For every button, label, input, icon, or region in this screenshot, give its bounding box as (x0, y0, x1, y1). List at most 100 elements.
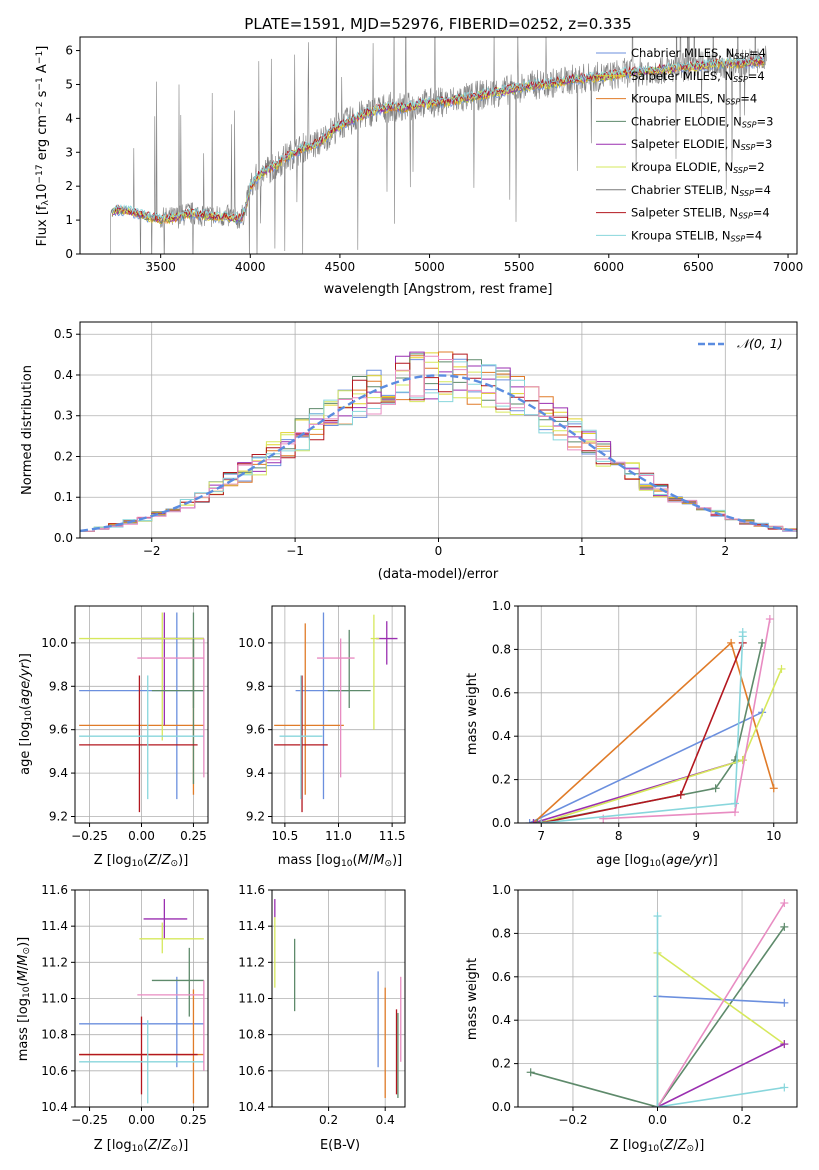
legend-label: 𝒩(0, 1) (737, 336, 783, 351)
x-tick-label: 6000 (594, 260, 625, 274)
label-part: =4 (753, 206, 770, 220)
label-part: age [log (596, 853, 649, 868)
y-tick-label: 0.3 (54, 409, 73, 423)
legend-label: Salpeter STELIB, NSSP=4 (631, 206, 770, 221)
y-axis-label: Normed distribution (20, 365, 35, 495)
label-part: Flux [f (35, 205, 50, 246)
x-tick-label: 0.4 (376, 1113, 395, 1127)
y-tick-label: 10.6 (238, 1064, 265, 1078)
label-part: SSP (739, 189, 754, 198)
panel-mass_weight_vs_Z: −0.2 0.0 0.2 0.0 0.2 0.4 0.6 0.8 1.0 mass weight Z… (465, 883, 798, 1154)
model-spectrum-kroupa-stelib (111, 55, 765, 221)
y-tick-label: 1.0 (492, 599, 511, 613)
y-tick-label: 4 (65, 111, 73, 125)
label-part: Z (663, 1138, 674, 1153)
label-part: Chabrier ELODIE, N (631, 114, 742, 128)
panel-mass_vs_Z: −0.25 0.00 0.25 10.4 10.6 10.8 11.0 11.2 11.4 11.… (16, 883, 209, 1154)
panel-mass_vs_EBV: 0.2 0.4 10.4 10.6 10.8 11.0 11.2 11.4 11.6 E(B-V) (238, 883, 406, 1153)
label-part: ( (18, 705, 33, 710)
axes-frame: 10.5 11.0 11.5 9.2 9.4 9.6 9.8 10.0 (238, 605, 406, 843)
y-tick-label: 9.4 (246, 766, 265, 780)
x-tick-label: 0.00 (128, 1113, 155, 1127)
x-tick-label: 0.2 (732, 1113, 751, 1127)
label-part: erg cm (35, 115, 50, 164)
plot-area (110, 37, 767, 254)
y-tick-label: 2 (65, 179, 73, 193)
y-tick-label: 11.0 (41, 992, 68, 1006)
label-part: Z [log (94, 1138, 132, 1153)
label-part: A (35, 64, 50, 77)
label-part: =4 (748, 69, 765, 83)
y-tick-label: 10.4 (41, 1100, 68, 1114)
y-axis-label: age [log10(age/yr)] (18, 653, 34, 775)
y-tick-label: 10.6 (41, 1064, 68, 1078)
x-tick-label: 11.5 (379, 829, 406, 843)
label-part: SSP (741, 143, 756, 152)
label-part: 10 (132, 859, 144, 869)
label-part: 10 (341, 859, 353, 869)
y-tick-label: 10.8 (238, 1028, 265, 1042)
y-tick-label: 0.0 (492, 1100, 511, 1114)
label-part: Z (147, 853, 158, 868)
y-tick-label: 9.4 (49, 766, 68, 780)
y-axis-label: mass weight (465, 958, 480, 1040)
y-tick-label: 11.0 (238, 992, 265, 1006)
x-tick-label: 10.5 (272, 829, 299, 843)
label-part: =4 (745, 228, 762, 242)
x-tick-label: −0.2 (558, 1113, 587, 1127)
x-axis-label: mass [log10(M/M⊙)] (278, 853, 402, 869)
label-part: / (16, 965, 31, 970)
label-part: ( (661, 853, 666, 868)
label-part: Z (147, 1138, 158, 1153)
label-part: Kroupa ELODIE, N (631, 160, 733, 174)
y-tick-label: 0.0 (54, 531, 73, 545)
x-tick-label: 0 (435, 544, 443, 558)
label-part: =4 (749, 46, 766, 60)
label-part: ( (16, 981, 31, 986)
y-axis-label: Flux [fλ10−17 erg cm−2 s−1 A−1] (35, 46, 51, 247)
label-part: −2 (35, 102, 45, 115)
x-tick-label: 4500 (325, 260, 356, 274)
label-part: Salpeter MILES, N (631, 69, 733, 83)
legend-label: Kroupa MILES, NSSP=4 (631, 92, 757, 107)
label-part: ( (659, 1138, 664, 1153)
panel-residuals: −2 −1 0 1 2 0.0 0.1 0.2 0.3 0.4 0.5 𝒩(0, 1) Normed d… (20, 321, 798, 582)
legend-label: Kroupa STELIB, NSSP=4 (631, 228, 762, 243)
y-tick-label: 0.2 (54, 449, 73, 463)
x-tick-label: 5500 (504, 260, 535, 274)
label-part: Z (161, 853, 172, 868)
label-part: mass [log (16, 998, 31, 1061)
x-tick-label: 3500 (145, 260, 176, 274)
label-part: SSP (726, 98, 741, 107)
label-part: )] (708, 853, 718, 868)
x-tick-label: −2 (143, 544, 161, 558)
x-tick-label: 10 (766, 829, 781, 843)
y-tick-label: 11.4 (41, 919, 68, 933)
plot-area (79, 612, 205, 813)
label-part: −1 (35, 51, 45, 64)
weight-line (530, 926, 785, 1107)
label-part: Z (677, 1138, 688, 1153)
x-axis-label: Z [log10(Z/Z⊙)] (94, 1138, 189, 1154)
label-part: Chabrier MILES, N (631, 46, 734, 60)
y-tick-label: 9.6 (49, 723, 68, 737)
x-axis-label: age [log10(age/yr)] (596, 853, 718, 869)
y-tick-label: 0.1 (54, 490, 73, 504)
legend-label: Chabrier MILES, NSSP=4 (631, 46, 766, 61)
y-tick-label: 0.8 (492, 926, 511, 940)
y-tick-label: 0.4 (492, 729, 511, 743)
y-tick-label: 0.6 (492, 686, 511, 700)
label-part: age [log (18, 722, 33, 775)
x-tick-label: −0.25 (71, 1113, 108, 1127)
legend-label: Chabrier STELIB, NSSP=4 (631, 183, 771, 198)
y-tick-label: 0.4 (492, 1013, 511, 1027)
label-part: =3 (757, 114, 774, 128)
x-tick-label: 7000 (773, 260, 804, 274)
label-part: M (373, 853, 384, 868)
label-part: M (358, 853, 369, 868)
label-part: 10 (35, 184, 50, 201)
y-tick-label: 0.2 (492, 1057, 511, 1071)
weight-line (657, 1043, 785, 1107)
weight-line (529, 711, 763, 823)
